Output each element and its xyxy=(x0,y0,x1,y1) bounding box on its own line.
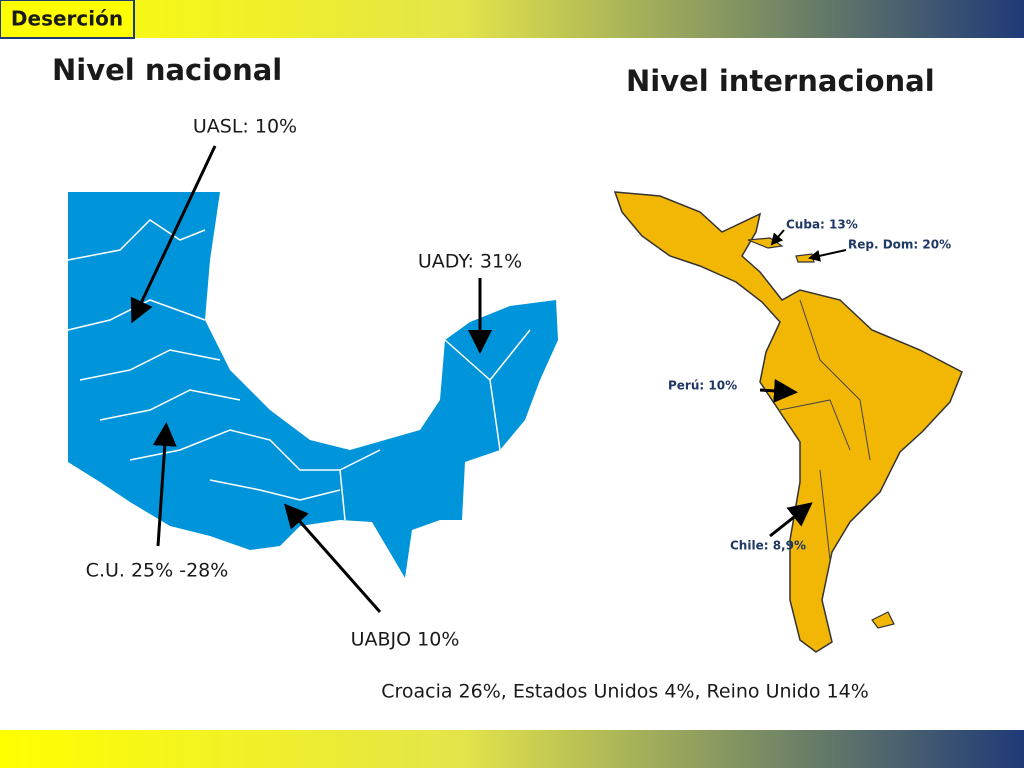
header-title: Deserción xyxy=(11,7,123,31)
label-uady: UADY: 31% xyxy=(418,251,522,273)
label-chile: Chile: 8,9% xyxy=(730,539,806,553)
arrow xyxy=(130,145,217,324)
footer-note: Croacia 26%, Estados Unidos 4%, Reino Un… xyxy=(381,681,869,703)
arrow xyxy=(770,229,785,246)
arrow xyxy=(769,502,813,538)
international-title: Nivel internacional xyxy=(626,64,935,98)
latam-map xyxy=(613,191,963,653)
label-peru: Perú: 10% xyxy=(668,379,737,393)
mexico-map xyxy=(68,192,558,578)
header-bar xyxy=(0,0,1024,38)
arrow xyxy=(808,249,847,262)
label-uabjo: UABJO 10% xyxy=(351,629,460,651)
state-borders xyxy=(67,219,531,521)
arrow xyxy=(759,378,798,403)
label-rep-dom: Rep. Dom: 20% xyxy=(848,238,951,252)
country-borders xyxy=(779,299,871,561)
footer-bar xyxy=(0,730,1024,768)
label-cu: C.U. 25% -28% xyxy=(86,560,229,582)
arrow xyxy=(284,503,382,613)
arrow xyxy=(152,422,177,547)
title-box xyxy=(0,0,135,39)
islands xyxy=(747,237,895,629)
national-title: Nivel nacional xyxy=(52,53,282,87)
label-cuba: Cuba: 13% xyxy=(786,218,858,232)
label-uasl: UASL: 10% xyxy=(193,116,297,138)
